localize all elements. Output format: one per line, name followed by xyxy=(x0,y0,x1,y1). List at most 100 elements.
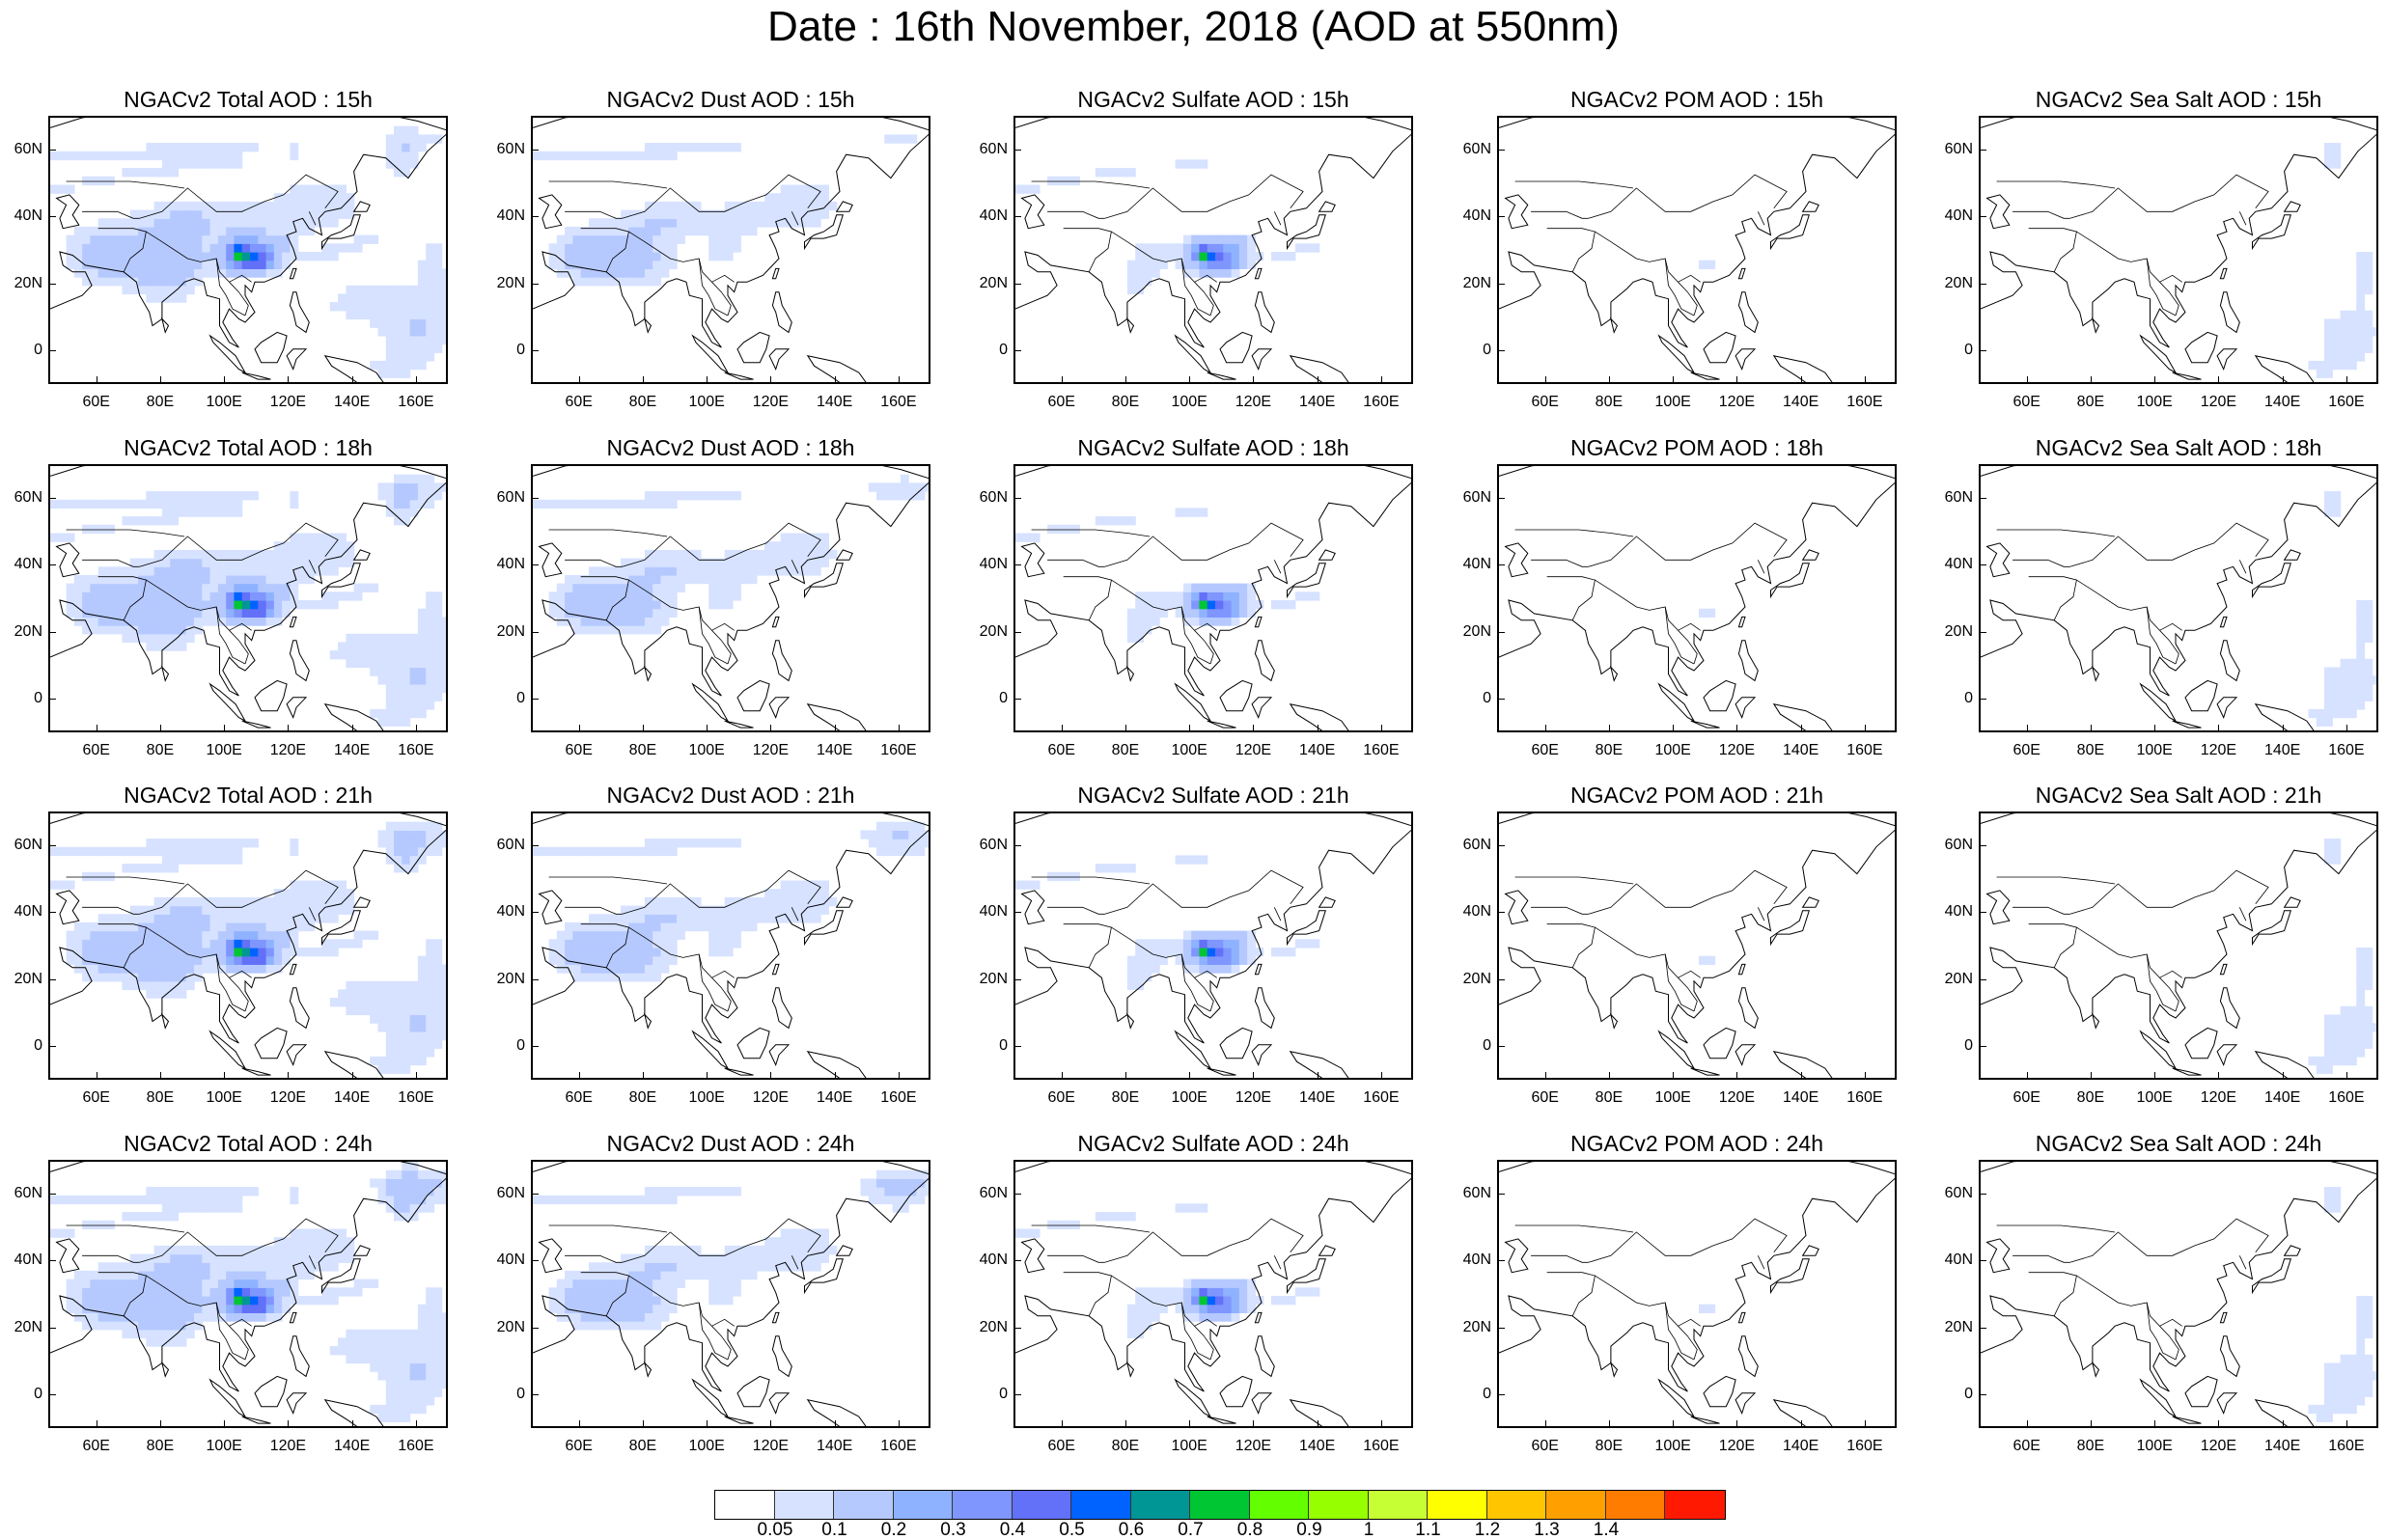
aod-cell xyxy=(1231,964,1240,974)
aod-cell xyxy=(812,201,821,211)
aod-cell xyxy=(90,1270,99,1280)
aod-cell xyxy=(226,234,236,244)
x-tick-mark xyxy=(351,376,353,384)
aod-cell xyxy=(1223,591,1233,601)
aod-cell xyxy=(677,930,685,940)
aod-cell xyxy=(2324,508,2333,517)
country-border xyxy=(2076,579,2182,631)
aod-cell xyxy=(282,921,291,932)
aod-cell xyxy=(1191,930,1201,940)
aod-cell xyxy=(900,839,909,848)
aod-cell xyxy=(1135,617,1145,626)
aod-cell xyxy=(234,855,243,865)
aod-cell xyxy=(2324,335,2333,345)
island-coastline xyxy=(2091,1012,2100,1030)
aod-cell xyxy=(306,201,315,211)
aod-cell xyxy=(90,1220,99,1230)
country-border xyxy=(139,869,339,915)
aod-cell xyxy=(185,846,195,857)
aod-cell xyxy=(612,277,622,287)
aod-cell xyxy=(796,201,806,211)
aod-cell xyxy=(297,533,307,542)
aod-cell xyxy=(409,1023,419,1032)
aod-cell xyxy=(2340,1023,2349,1032)
aod-cell xyxy=(692,201,702,211)
aod-cell xyxy=(2356,948,2366,957)
aod-cell xyxy=(73,268,83,278)
aod-cell xyxy=(321,558,331,567)
aod-cell xyxy=(73,499,83,509)
aod-cell xyxy=(677,201,685,211)
aod-field xyxy=(50,474,446,727)
aod-cell xyxy=(748,566,758,576)
aod-cell xyxy=(1231,1296,1240,1306)
aod-cell xyxy=(377,318,387,328)
aod-cell xyxy=(417,650,427,660)
x-tick-label: 80E xyxy=(628,394,657,410)
aod-cell xyxy=(370,998,379,1007)
aod-cell xyxy=(217,1203,227,1213)
aod-cell xyxy=(1215,1304,1224,1313)
aod-cell xyxy=(417,1346,427,1356)
aod-cell xyxy=(916,821,926,831)
aod-cell xyxy=(1126,633,1136,644)
aod-cell xyxy=(1135,955,1145,965)
aod-cell xyxy=(217,558,227,567)
aod-cell xyxy=(122,608,131,618)
aod-cell xyxy=(441,285,446,295)
aod-cell xyxy=(733,491,741,501)
island-coastline xyxy=(254,1027,288,1059)
aod-cell xyxy=(194,201,203,211)
colorbar-label: 1.1 xyxy=(1415,1520,1441,1540)
aod-cell xyxy=(636,617,646,626)
aod-cell xyxy=(780,905,790,915)
aod-cell xyxy=(612,1195,622,1205)
aod-cell xyxy=(796,558,806,567)
aod-cell xyxy=(1247,1296,1256,1306)
aod-cell xyxy=(1135,1296,1145,1306)
aod-cell xyxy=(377,1346,387,1356)
aod-cell xyxy=(265,268,275,278)
aod-cell xyxy=(572,252,582,261)
aod-cell xyxy=(580,1279,590,1288)
aod-cell xyxy=(402,1346,411,1356)
x-tick-label: 100E xyxy=(1654,394,1691,410)
aod-cell xyxy=(394,658,402,669)
aod-cell xyxy=(441,1031,446,1041)
aod-cell xyxy=(385,821,395,831)
aod-cell xyxy=(338,293,347,303)
y-tick-label: 60N xyxy=(1462,836,1491,853)
aod-cell xyxy=(426,293,435,303)
aod-cell xyxy=(2356,998,2366,1007)
aod-cell xyxy=(153,608,163,618)
aod-cell xyxy=(97,260,107,269)
aod-cell xyxy=(604,948,614,957)
aod-cell xyxy=(66,1228,75,1238)
aod-cell xyxy=(604,846,614,857)
y-tick-label: 0 xyxy=(516,690,525,707)
aod-cell xyxy=(716,558,726,567)
aod-cell xyxy=(370,310,379,320)
country-border xyxy=(1111,1275,1217,1327)
aod-cell xyxy=(2324,491,2333,501)
aod-cell xyxy=(2347,1362,2357,1372)
aod-cell xyxy=(426,1354,435,1364)
aod-cell xyxy=(2332,318,2342,328)
aod-cell xyxy=(209,1262,219,1272)
aod-cell xyxy=(2356,964,2366,974)
aod-cell xyxy=(597,846,606,857)
aod-cell xyxy=(548,499,558,509)
aod-cell xyxy=(772,218,782,228)
aod-cell xyxy=(138,574,147,585)
aod-cell xyxy=(122,1212,131,1222)
aod-cell xyxy=(82,1287,91,1297)
aod-cell xyxy=(306,921,315,932)
colorbar-swatch xyxy=(1546,1491,1606,1519)
aod-cell xyxy=(353,1346,363,1356)
aod-cell xyxy=(1151,1312,1160,1322)
aod-cell xyxy=(684,491,694,501)
aod-cell xyxy=(572,574,582,585)
aod-cell xyxy=(282,1262,291,1272)
y-tick-label: 40N xyxy=(496,556,525,573)
aod-cell xyxy=(604,617,614,626)
